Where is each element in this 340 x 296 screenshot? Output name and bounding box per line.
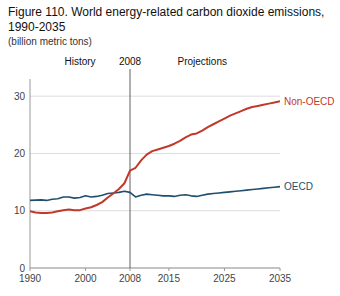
grid-line xyxy=(30,96,280,97)
x-tick xyxy=(85,268,86,271)
x-tick-label: 2035 xyxy=(269,273,292,284)
series-label: OECD xyxy=(284,181,313,192)
x-tick-label: 2000 xyxy=(74,273,97,284)
y-tick-label: 0 xyxy=(19,263,25,274)
annotation: Projections xyxy=(177,56,226,67)
x-tick xyxy=(30,268,31,271)
y-tick-label: 30 xyxy=(14,91,26,102)
y-axis-line xyxy=(30,79,31,268)
x-tick-label: 2015 xyxy=(158,273,181,284)
x-tick-label: 1990 xyxy=(19,273,42,284)
series-line xyxy=(30,187,280,201)
y-tick-label: 10 xyxy=(14,205,26,216)
title-line: 1990-2035 xyxy=(8,20,66,34)
grid-line xyxy=(30,268,280,269)
subtitle: (billion metric tons) xyxy=(8,36,92,47)
x-tick xyxy=(280,268,281,271)
annotation: 2008 xyxy=(119,56,142,67)
series-line xyxy=(30,101,280,213)
x-tick-label: 2008 xyxy=(119,273,142,284)
x-tick xyxy=(130,268,131,271)
grid-line xyxy=(30,153,280,154)
chart: Figure 110. World energy-related carbon … xyxy=(0,0,340,296)
title-line: Figure 110. World energy-related carbon … xyxy=(8,5,324,19)
lines xyxy=(30,101,280,213)
x-tick xyxy=(224,268,225,271)
annotation: History xyxy=(64,56,95,67)
x-tick-label: 2025 xyxy=(213,273,236,284)
divider-line xyxy=(130,69,131,268)
x-tick xyxy=(168,268,169,271)
y-tick-label: 20 xyxy=(14,148,26,159)
series-label: Non-OECD xyxy=(284,96,335,107)
x-axis-line xyxy=(30,268,280,269)
title: Figure 110. World energy-related carbon … xyxy=(8,5,324,34)
